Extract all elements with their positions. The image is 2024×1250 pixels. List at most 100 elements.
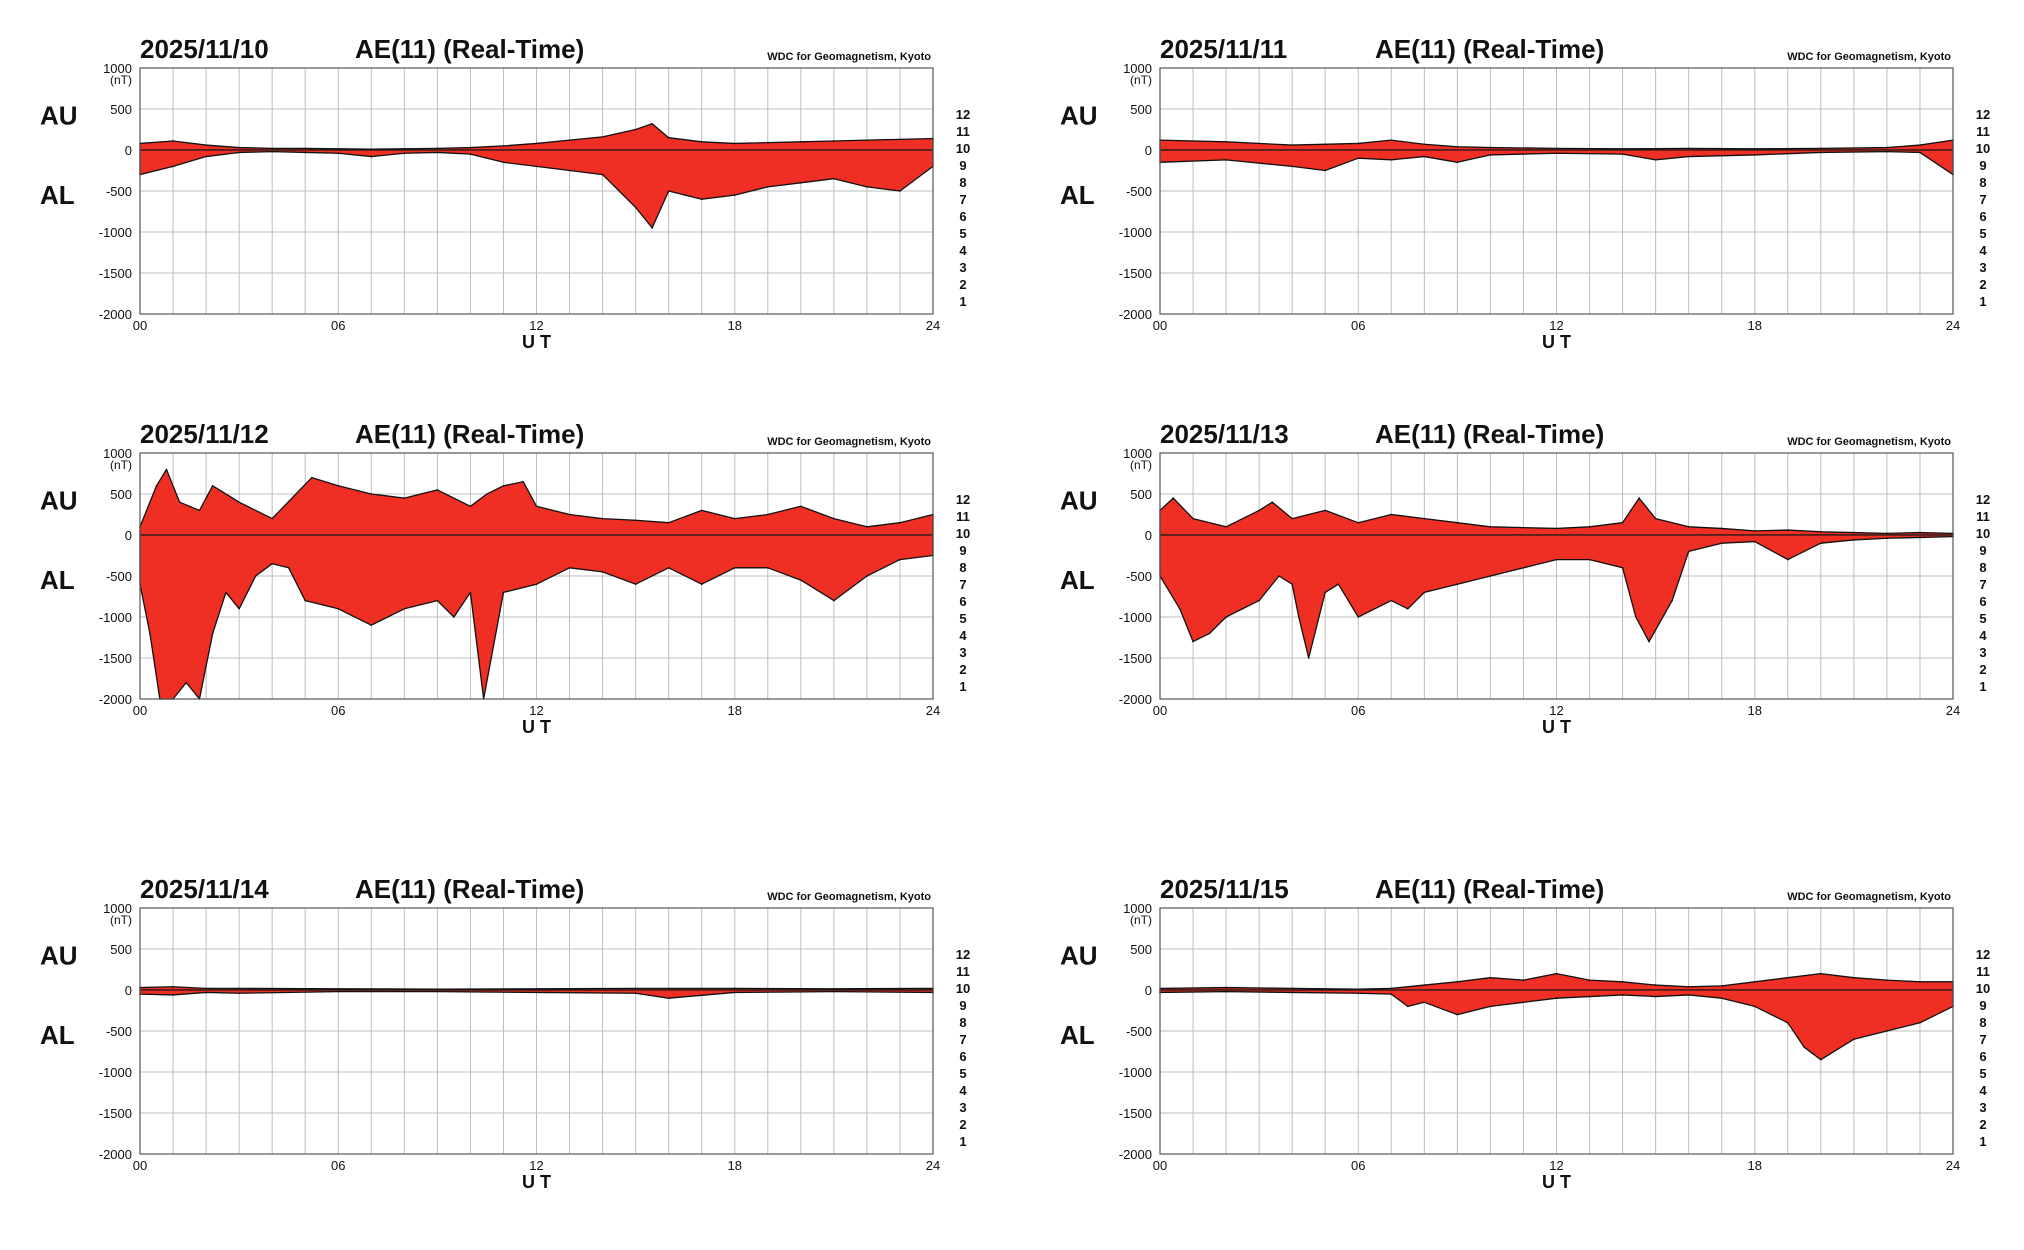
- data-point-al: [535, 991, 538, 994]
- data-point-al: [568, 169, 571, 172]
- data-point-al: [700, 583, 703, 585]
- data-point-al: [172, 994, 174, 996]
- station-count-label: 12: [1976, 947, 1990, 962]
- data-point-au: [700, 141, 703, 143]
- y-tick-label: -1000: [99, 1065, 132, 1080]
- x-tick-label: 06: [331, 703, 345, 718]
- data-point-al: [800, 579, 802, 581]
- data-point-au: [1555, 972, 1558, 975]
- data-point-al: [1456, 1013, 1459, 1016]
- data-point-al: [634, 583, 637, 585]
- y-tick-label: 500: [110, 102, 132, 117]
- ae-chart-svg: 2025/11/15 AE(11) (Real-Time) WDC for Geom…: [1060, 874, 1990, 1192]
- data-point-au: [1654, 517, 1657, 520]
- data-point-al: [1258, 599, 1260, 602]
- data-point-au: [1357, 521, 1360, 524]
- data-point-au: [899, 138, 901, 141]
- data-point-au: [601, 136, 604, 138]
- data-point-al: [1687, 155, 1690, 158]
- data-point-al: [1803, 1046, 1806, 1049]
- data-point-au: [271, 147, 273, 150]
- data-point-au: [211, 485, 214, 487]
- station-count-label: 1: [1979, 294, 1986, 309]
- data-point-al: [304, 151, 307, 154]
- data-point-au: [1654, 984, 1657, 986]
- au-label: AU: [40, 486, 78, 516]
- station-count-label: 11: [956, 964, 970, 979]
- y-tick-label: 500: [1130, 102, 1152, 117]
- chart-title: AE(11) (Real-Time): [1375, 874, 1604, 904]
- station-count-label: 1: [1979, 679, 1986, 694]
- x-tick-label: 12: [529, 1158, 543, 1173]
- data-point-al: [1654, 159, 1657, 161]
- data-point-au: [1324, 509, 1327, 512]
- data-point-al: [833, 990, 835, 993]
- plot-frame: [1159, 907, 1954, 1155]
- data-point-au: [1919, 531, 1921, 534]
- y-tick-label: -500: [1126, 1024, 1152, 1039]
- data-point-al: [469, 591, 472, 594]
- x-tick-label: 24: [1946, 1158, 1960, 1173]
- data-point-al: [1357, 992, 1360, 995]
- data-point-al: [1307, 657, 1310, 659]
- ae-panel-2025-11-10: 2025/11/10 AE(11) (Real-Time) WDC for Geom…: [40, 30, 1040, 410]
- data-point-al: [1423, 591, 1426, 594]
- station-count-label: 8: [1979, 175, 1986, 190]
- y-tick-label: -1000: [1119, 1065, 1152, 1080]
- data-point-au: [733, 517, 736, 520]
- data-point-al: [1225, 616, 1227, 618]
- data-point-al: [634, 206, 637, 209]
- station-count-label: 8: [959, 1015, 966, 1030]
- data-point-au: [1258, 509, 1260, 512]
- x-tick-label: 00: [1153, 703, 1167, 718]
- data-point-au: [1853, 531, 1855, 534]
- x-tick-label: 18: [1748, 318, 1762, 333]
- chart-source: WDC for Geomagnetism, Kyoto: [1787, 51, 1951, 63]
- data-point-al: [502, 591, 505, 594]
- x-tick-label: 12: [1549, 318, 1563, 333]
- station-count-label: 1: [959, 294, 966, 309]
- data-point-al: [337, 990, 340, 993]
- data-point-au: [486, 493, 488, 495]
- data-point-al: [1621, 994, 1624, 996]
- station-count-label: 7: [959, 1032, 966, 1047]
- station-count-label: 1: [959, 1134, 966, 1149]
- chart-source: WDC for Geomagnetism, Kyoto: [1787, 891, 1951, 903]
- ae-chart-svg: 2025/11/11 AE(11) (Real-Time) WDC for Geom…: [1060, 34, 1990, 352]
- data-point-al: [149, 632, 151, 635]
- station-count-label: 2: [1979, 662, 1986, 677]
- data-point-au: [436, 489, 439, 491]
- y-tick-label: 0: [125, 528, 132, 543]
- y-unit-label: (nT): [1130, 73, 1152, 87]
- data-point-au: [667, 136, 670, 139]
- ae-panel-2025-11-13: 2025/11/13 AE(11) (Real-Time) WDC for Geom…: [1060, 415, 2024, 795]
- y-unit-label: (nT): [1130, 913, 1152, 927]
- data-point-au: [1456, 521, 1459, 524]
- plot-frame: [1159, 452, 1954, 700]
- x-tick-label: 12: [529, 703, 543, 718]
- data-point-au: [1820, 530, 1822, 533]
- x-axis-label: U T: [1542, 717, 1571, 737]
- data-point-al: [1820, 1058, 1822, 1061]
- data-point-au: [1225, 526, 1227, 528]
- station-count-label: 6: [959, 209, 966, 224]
- data-point-au: [238, 146, 240, 149]
- data-point-al: [601, 173, 604, 176]
- y-tick-label: -2000: [1119, 307, 1152, 322]
- station-count-label: 11: [956, 509, 970, 524]
- data-point-au: [1291, 517, 1293, 520]
- y-unit-label: (nT): [110, 913, 132, 927]
- data-point-al: [1919, 1022, 1921, 1024]
- data-point-au: [1423, 143, 1426, 146]
- station-count-label: 10: [956, 526, 970, 541]
- station-count-label: 3: [1979, 1100, 1986, 1115]
- data-point-au: [1820, 147, 1822, 150]
- station-count-label: 4: [959, 628, 967, 643]
- x-tick-label: 00: [133, 703, 147, 718]
- data-point-au: [634, 987, 637, 990]
- data-point-au: [1271, 501, 1274, 503]
- data-point-al: [568, 567, 571, 569]
- data-point-au: [205, 987, 207, 990]
- data-point-au: [1489, 146, 1492, 149]
- data-point-au: [1919, 981, 1921, 983]
